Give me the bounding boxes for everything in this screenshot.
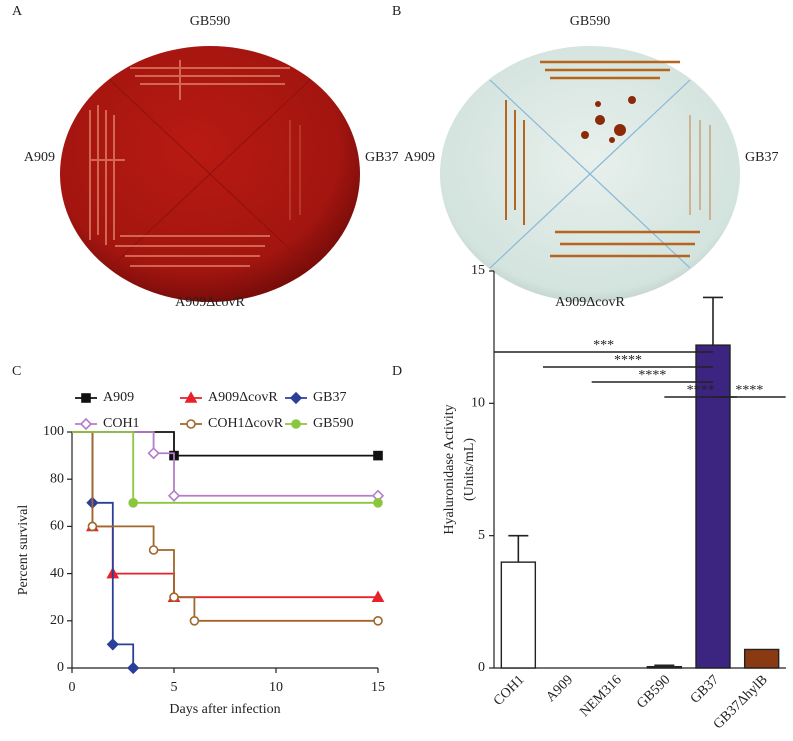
- marker: [189, 615, 200, 626]
- marker: [81, 393, 91, 403]
- significance-label: ****: [638, 368, 666, 383]
- significance-label: ****: [687, 383, 715, 398]
- survival-line: [72, 431, 378, 457]
- marker: [373, 450, 383, 461]
- plate-label: A909ΔcovR: [555, 295, 625, 310]
- x-tick-label: GB590: [634, 672, 673, 711]
- marker: [87, 521, 98, 532]
- legend-label: GB590: [313, 416, 353, 431]
- legend-label: A909: [103, 390, 134, 405]
- plate-a: [60, 46, 360, 302]
- marker: [291, 419, 301, 429]
- survival-line: [72, 431, 378, 599]
- plate-b: [440, 46, 740, 302]
- y-tick-label: 0: [478, 660, 485, 675]
- y-tick-label: 40: [50, 566, 64, 581]
- y-tick-label: 80: [50, 471, 64, 486]
- marker: [169, 592, 179, 603]
- panel-label: A: [12, 4, 23, 19]
- plate-label: A909: [24, 150, 55, 165]
- survival-line: [72, 431, 378, 497]
- marker: [106, 638, 119, 651]
- marker: [79, 417, 93, 431]
- marker: [167, 489, 181, 502]
- bar: [695, 344, 731, 669]
- marker: [128, 497, 138, 508]
- legend-label: A909ΔcovR: [208, 390, 278, 405]
- survival-line: [72, 431, 378, 622]
- bar: [743, 648, 780, 669]
- legend-label: COH1: [103, 416, 140, 431]
- legend-label: COH1ΔcovR: [208, 416, 284, 431]
- y-tick-label: 0: [57, 660, 64, 675]
- marker: [147, 447, 160, 460]
- error-bar: [703, 296, 723, 346]
- error-bar: [508, 534, 529, 563]
- marker: [186, 419, 196, 429]
- marker: [127, 661, 140, 675]
- x-tick-label: 10: [269, 680, 283, 695]
- bar: [500, 561, 537, 669]
- marker: [373, 497, 383, 508]
- significance-label: ****: [735, 383, 763, 398]
- significance-label: ****: [614, 353, 642, 368]
- y-tick-label: 15: [471, 263, 485, 278]
- y-tick-label: 100: [43, 424, 64, 439]
- error-bar: [654, 664, 675, 667]
- significance-label: ***: [593, 338, 614, 353]
- x-tick-label: COH1: [491, 672, 527, 708]
- plate-label: A909: [404, 150, 435, 165]
- y-tick-label: 5: [478, 528, 485, 543]
- plate-label: GB590: [570, 14, 610, 29]
- x-axis-label: Days after infection: [169, 702, 280, 717]
- plate-label: GB37: [365, 150, 398, 165]
- x-tick-label: NEM316: [577, 672, 624, 719]
- panel-label: D: [392, 364, 402, 379]
- marker: [371, 590, 385, 603]
- plate-label: GB590: [190, 14, 230, 29]
- y-tick-label: 20: [50, 613, 64, 628]
- y-axis-label: (Units/mL): [462, 438, 477, 501]
- survival-line: [72, 431, 378, 504]
- y-tick-label: 60: [50, 519, 64, 534]
- x-tick-label: 0: [69, 680, 76, 695]
- plate-label: A909ΔcovR: [175, 295, 245, 310]
- y-axis-label: Hyaluronidase Activity: [442, 404, 457, 534]
- panel-label: B: [392, 4, 401, 19]
- x-tick-label: 5: [171, 680, 178, 695]
- marker: [184, 391, 198, 403]
- bar: [646, 665, 683, 669]
- y-tick-label: 10: [471, 396, 485, 411]
- x-tick-label: 15: [371, 680, 385, 695]
- marker: [373, 615, 383, 626]
- marker: [148, 545, 159, 555]
- marker: [289, 391, 303, 405]
- survival-line: [72, 431, 135, 668]
- legend-label: GB37: [313, 390, 346, 405]
- plate-label: GB37: [745, 150, 778, 165]
- panel-label: C: [12, 364, 21, 379]
- y-axis-label: Percent survival: [16, 505, 31, 596]
- x-tick-label: A909: [543, 672, 576, 705]
- x-tick-label: GB37: [688, 672, 722, 706]
